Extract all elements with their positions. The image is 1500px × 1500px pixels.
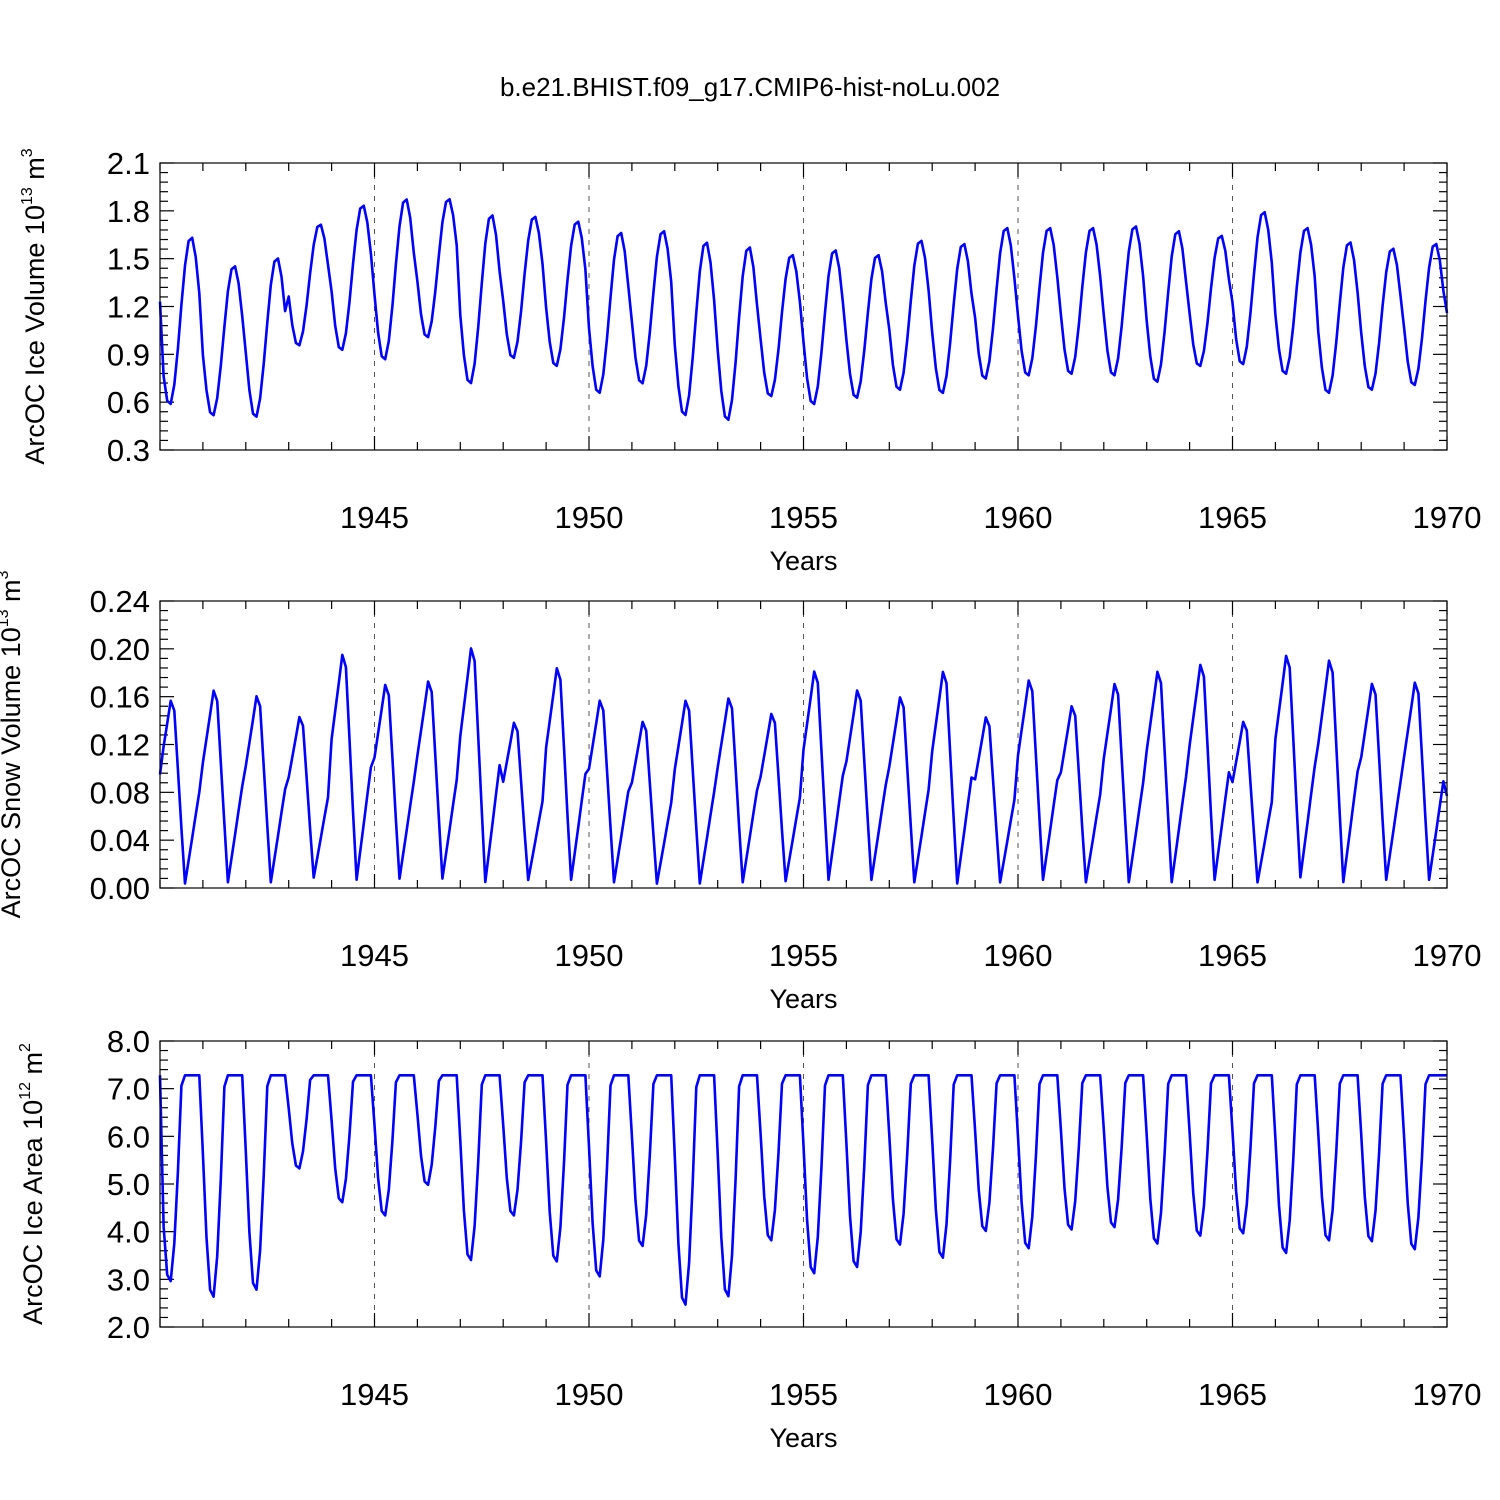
x-tick-label: 1955: [769, 1377, 838, 1412]
y-axis-label-unit-exponent: 3: [19, 148, 36, 157]
y-tick-label: 5.0: [107, 1167, 150, 1202]
series-line-panel-1: [158, 198, 1449, 421]
y-tick-label: 0.00: [90, 871, 150, 906]
x-tick-label: 1965: [1198, 1377, 1267, 1412]
y-axis-label: ArcOC Ice Volume 1013 m3: [19, 148, 50, 464]
y-axis-label-exponent: 13: [0, 609, 12, 627]
x-tick-label: 1950: [555, 1377, 624, 1412]
y-axis-label-unit-exponent: 3: [0, 570, 12, 579]
x-tick-label: 1970: [1413, 500, 1482, 535]
x-tick-label: 1960: [984, 1377, 1053, 1412]
y-axis-label: ArcOC Snow Volume 1013 m3: [0, 570, 26, 918]
y-tick-label: 2.0: [107, 1310, 150, 1345]
y-axis-label-exponent: 13: [19, 187, 36, 205]
y-axis-label-exponent: 12: [17, 1082, 34, 1100]
y-tick-label: 6.0: [107, 1119, 150, 1154]
x-tick-label: 1950: [555, 938, 624, 973]
panel-2: 0.00 0.04 0.08 0.12 0.16 0.20 0.24 1945 1950 1955…: [0, 570, 1481, 1014]
y-axis-label-unit-exponent: 2: [17, 1043, 34, 1052]
y-tick-label: 4.0: [107, 1215, 150, 1250]
x-tick-label: 1960: [984, 938, 1053, 973]
y-tick-label: 1.2: [107, 290, 150, 325]
x-axis-label: Years: [769, 984, 837, 1014]
x-tick-label: 1970: [1413, 938, 1482, 973]
y-axis-label-text: ArcOC Ice Area 10: [18, 1100, 48, 1325]
y-axis-label-unit: m: [18, 1052, 48, 1082]
y-tick-label: 0.3: [107, 433, 150, 468]
x-tick-label: 1945: [340, 500, 409, 535]
x-tick-label: 1965: [1198, 938, 1267, 973]
y-tick-label: 2.1: [107, 146, 150, 181]
y-tick-label: 0.6: [107, 385, 150, 420]
y-tick-label: 1.5: [107, 242, 150, 277]
series-line-panel-3: [158, 1074, 1447, 1306]
panels: 0.3 0.6 0.9 1.2 1.5 1.8 2.1 1945 1950 1955 1960 196…: [0, 146, 1481, 1453]
x-axis-label: Years: [769, 546, 837, 576]
x-axis-label: Years: [769, 1423, 837, 1453]
x-tick-label: 1945: [340, 1377, 409, 1412]
x-tick-label: 1950: [555, 500, 624, 535]
y-tick-label: 0.12: [90, 728, 150, 763]
y-tick-label: 1.8: [107, 194, 150, 229]
x-tick-label: 1955: [769, 500, 838, 535]
x-tick-label: 1960: [984, 500, 1053, 535]
y-tick-label: 7.0: [107, 1072, 150, 1107]
y-axis-label-unit: m: [0, 579, 26, 609]
y-tick-label: 3.0: [107, 1262, 150, 1297]
plot-frame: [159, 1040, 1448, 1328]
y-tick-label: 0.20: [90, 632, 150, 667]
plot-frame: [159, 600, 1448, 889]
y-axis-label-unit: m: [20, 157, 50, 187]
x-tick-label: 1965: [1198, 500, 1267, 535]
panel-1: 0.3 0.6 0.9 1.2 1.5 1.8 2.1 1945 1950 1955 1960 196…: [19, 146, 1481, 576]
y-tick-label: 8.0: [107, 1024, 150, 1059]
y-tick-label: 0.9: [107, 337, 150, 372]
y-tick-label: 0.24: [90, 584, 150, 619]
y-axis-label-text: ArcOC Ice Volume 10: [20, 205, 50, 465]
x-tick-label: 1970: [1413, 1377, 1482, 1412]
x-tick-label: 1955: [769, 938, 838, 973]
plot-frame: [159, 162, 1448, 451]
chart-title: b.e21.BHIST.f09_g17.CMIP6-hist-noLu.002: [500, 72, 1000, 102]
y-tick-label: 0.08: [90, 775, 150, 810]
y-tick-label: 0.16: [90, 680, 150, 715]
panel-3: 2.0 3.0 4.0 5.0 6.0 7.0 8.0 1945 1950 1955 1960 196…: [17, 1024, 1481, 1453]
y-tick-label: 0.04: [90, 823, 150, 858]
x-tick-label: 1945: [340, 938, 409, 973]
y-axis-label-text: ArcOC Snow Volume 10: [0, 627, 26, 918]
y-axis-label: ArcOC Ice Area 1012 m2: [17, 1043, 48, 1325]
series-line-panel-2: [158, 647, 1449, 885]
